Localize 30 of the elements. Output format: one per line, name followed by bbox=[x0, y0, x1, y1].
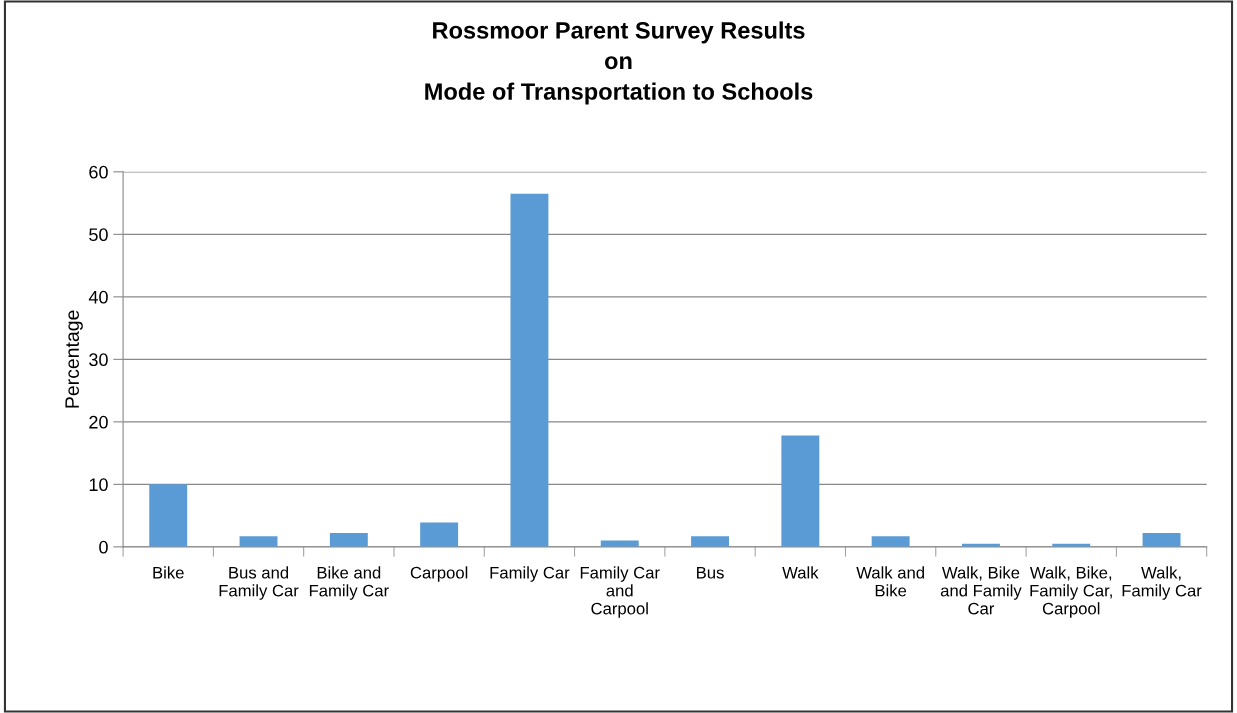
y-tick-label: 20 bbox=[89, 415, 108, 429]
y-tick-label: 40 bbox=[88, 290, 108, 304]
x-tick-label: Bike bbox=[153, 566, 184, 579]
bar bbox=[871, 536, 910, 547]
y-tick-label: 10 bbox=[89, 478, 108, 492]
x-tick-label: Bike and Family Car bbox=[309, 566, 389, 600]
y-axis-title: Percentage bbox=[65, 310, 83, 408]
bar bbox=[510, 193, 549, 547]
x-tick-label: Bus bbox=[697, 566, 724, 579]
bar bbox=[149, 484, 188, 547]
x-tick-label: Walk, Bike and Family Car bbox=[940, 566, 1022, 615]
x-tick-label: Walk, Family Car bbox=[1122, 566, 1202, 600]
x-tick-label: Family Car bbox=[490, 566, 570, 582]
bar bbox=[781, 435, 820, 547]
x-tick-label: Carpool bbox=[410, 566, 468, 582]
chart-title: Rossmoor Parent Survey Results on Mode of Transportation to Schools bbox=[425, 21, 813, 105]
x-tick-label: Family Car and Carpool bbox=[580, 566, 660, 618]
bar bbox=[239, 536, 278, 547]
x-tick-label: Walk, Bike, Family Car, Carpool bbox=[1029, 566, 1112, 618]
x-tick-label: Walk bbox=[782, 566, 819, 579]
y-tick-label: 30 bbox=[89, 353, 108, 367]
y-tick-label: 0 bbox=[99, 540, 108, 554]
y-tick-label: 60 bbox=[89, 165, 108, 179]
bar bbox=[329, 533, 368, 547]
x-tick-label: Walk and Bike bbox=[856, 566, 924, 597]
y-tick-label: 50 bbox=[89, 228, 108, 242]
bar bbox=[1142, 533, 1181, 547]
bar bbox=[691, 536, 729, 547]
x-tick-label: Bus and Family Car bbox=[219, 566, 299, 600]
bar bbox=[420, 522, 459, 547]
